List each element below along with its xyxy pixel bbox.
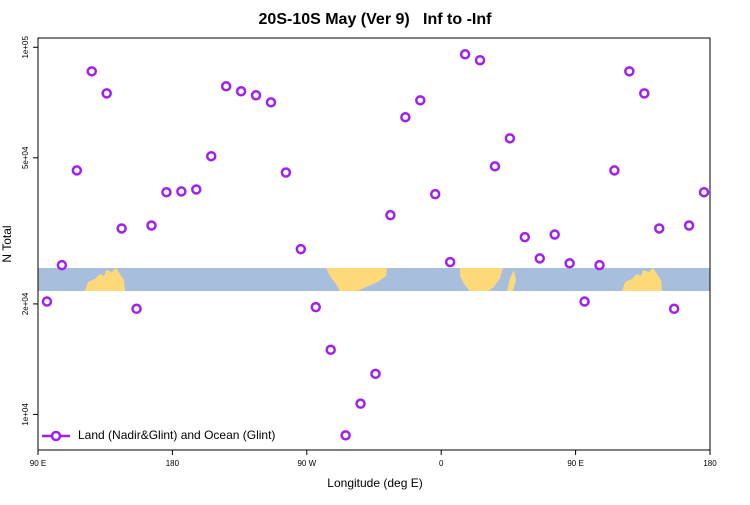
x-tick-label: 180 (166, 459, 180, 468)
point (220, 81, 232, 92)
x-tick-label: 90 E (30, 459, 46, 468)
point (594, 259, 605, 271)
point (280, 167, 292, 178)
point (325, 344, 336, 356)
point (444, 256, 456, 268)
x-axis-label: Longitude (deg E) (327, 476, 422, 490)
point (429, 188, 441, 200)
chart-title: 20S-10S May (Ver 9) Inf to -Inf (259, 11, 493, 28)
point (489, 161, 501, 172)
y-tick-label: 5e+04 (21, 146, 30, 169)
point (609, 165, 620, 176)
point (668, 303, 680, 315)
point (698, 186, 710, 198)
land (507, 270, 516, 291)
land (622, 268, 662, 291)
point (41, 296, 53, 307)
land (326, 268, 387, 291)
x-tick-label: 90 W (297, 459, 316, 468)
point (385, 209, 396, 221)
x-tick-label: 0 (439, 459, 444, 468)
point (564, 258, 575, 269)
point (474, 54, 486, 66)
point (459, 49, 471, 60)
point (504, 133, 516, 144)
point (56, 259, 68, 271)
x-tick-label: 180 (703, 459, 717, 468)
point (549, 229, 560, 240)
point (205, 150, 217, 162)
point (161, 186, 172, 198)
point (250, 90, 262, 101)
point (534, 253, 546, 264)
point (400, 111, 411, 123)
land (85, 268, 125, 291)
point (101, 88, 112, 99)
point (116, 223, 127, 234)
point (653, 223, 665, 234)
point (579, 296, 590, 307)
point (176, 186, 187, 197)
point (519, 231, 531, 243)
point (71, 165, 83, 176)
point (683, 220, 695, 231)
point (295, 243, 307, 255)
x-tick-label: 90 E (567, 459, 583, 468)
point (624, 66, 635, 77)
point (639, 88, 650, 99)
plot-frame (37, 37, 711, 451)
legend-marker (50, 430, 62, 442)
land (460, 268, 503, 291)
y-axis-label: N Total (0, 225, 14, 262)
map-strip (38, 268, 710, 291)
point (265, 97, 277, 108)
legend-label: Land (Nadir&Glint) and Ocean (Glint) (78, 428, 275, 442)
point (191, 184, 202, 195)
point (235, 86, 247, 97)
point (340, 430, 351, 441)
y-tick-label: 1e+05 (21, 36, 30, 59)
point (131, 303, 142, 315)
y-tick-label: 2e+04 (21, 292, 30, 315)
point (86, 66, 98, 77)
point (415, 95, 426, 106)
y-tick-label: 1e+04 (21, 403, 30, 426)
point (146, 220, 157, 231)
point (310, 301, 322, 313)
point (355, 398, 366, 409)
point (370, 368, 381, 380)
